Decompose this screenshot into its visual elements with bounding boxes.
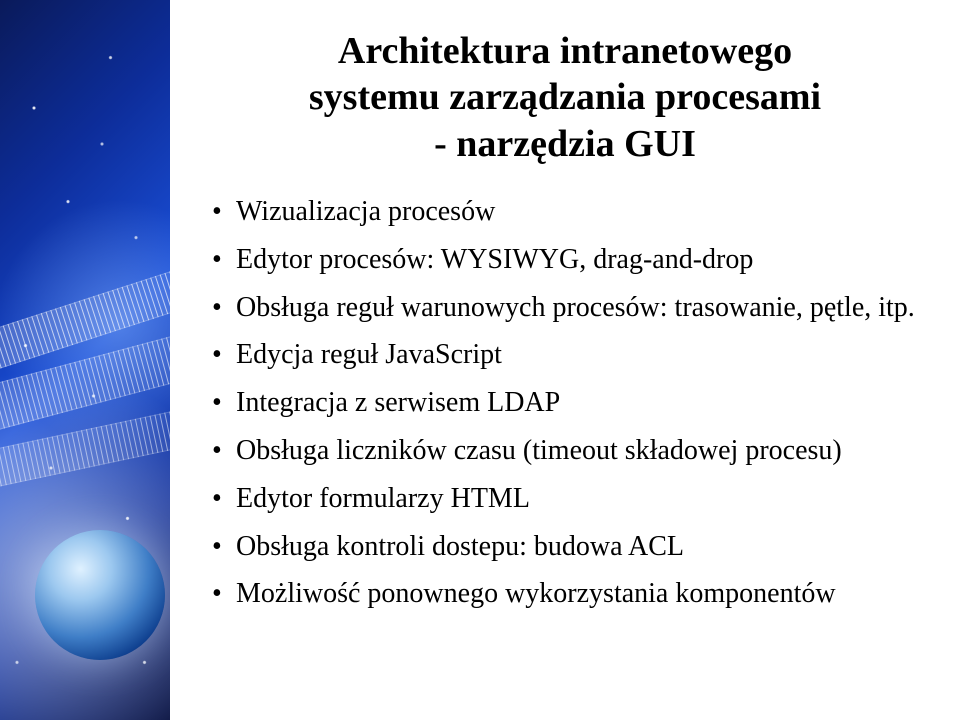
bullet-item: Edytor procesów: WYSIWYG, drag-and-drop [210,241,920,279]
slide-content: Architektura intranetowego systemu zarzą… [170,0,960,720]
bullet-item: Możliwość ponownego wykorzystania kompon… [210,575,920,613]
title-line: systemu zarządzania procesami [309,76,821,118]
slide-title: Architektura intranetowego systemu zarzą… [210,28,920,167]
bullet-item: Obsługa liczników czasu (timeout składow… [210,432,920,470]
bullet-item: Integracja z serwisem LDAP [210,384,920,422]
bullet-list: Wizualizacja procesów Edytor procesów: W… [210,193,920,613]
title-line: Architektura intranetowego [338,30,792,72]
bullet-item: Edytor formularzy HTML [210,480,920,518]
decorative-sidebar [0,0,170,720]
bullet-item: Obsługa kontroli dostepu: budowa ACL [210,528,920,566]
bullet-item: Wizualizacja procesów [210,193,920,231]
bullet-item: Obsługa reguł warunowych procesów: traso… [210,289,920,327]
bullet-item: Edycja reguł JavaScript [210,336,920,374]
title-line: - narzędzia GUI [434,123,696,165]
